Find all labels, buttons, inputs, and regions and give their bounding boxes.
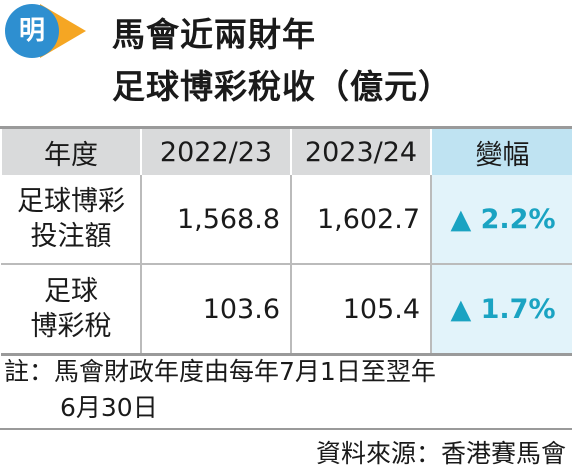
column-header: 變幅 xyxy=(430,126,572,175)
row-label-cell: 足球 博彩稅 xyxy=(1,264,141,356)
data-table: 年度 2022/23 2023/24 變幅 足球博彩 投注額 1,568.8 1,60… xyxy=(0,126,572,356)
row-label: 足球博彩 xyxy=(17,185,125,217)
note: 6月30日 xyxy=(60,393,158,422)
column-header: 2022/23 xyxy=(140,126,291,175)
note: 註：馬會財政年度由每年7月1日至翌年 xyxy=(4,357,436,386)
value-cell: 1,602.7 xyxy=(290,175,431,265)
source: 資料來源：香港賽馬會 xyxy=(315,439,566,468)
title: 足球博彩稅收（億元） xyxy=(112,67,452,106)
divider xyxy=(0,428,572,430)
logo-text: 明 xyxy=(18,16,45,46)
logo-shape xyxy=(5,4,86,58)
row-label: 足球 xyxy=(44,275,98,307)
value-cell: 1,568.8 xyxy=(140,175,291,265)
change-cell: ▲ 2.2% xyxy=(430,175,572,265)
change-cell: ▲ 1.7% xyxy=(430,264,572,356)
column-header: 年度 xyxy=(0,126,141,175)
table-row: 足球博彩 投注額 1,568.8 1,602.7 ▲ 2.2% xyxy=(1,175,572,265)
table-row: 足球 博彩稅 103.6 105.4 ▲ 1.7% xyxy=(1,264,572,356)
title: 馬會近兩財年 xyxy=(112,15,316,54)
row-label-cell: 足球博彩 投注額 xyxy=(1,175,141,265)
value-cell: 105.4 xyxy=(290,264,431,356)
row-label: 投注額 xyxy=(30,221,112,252)
column-header: 2023/24 xyxy=(290,126,431,175)
value-cell: 103.6 xyxy=(140,264,291,356)
row-label: 博彩稅 xyxy=(30,311,112,342)
